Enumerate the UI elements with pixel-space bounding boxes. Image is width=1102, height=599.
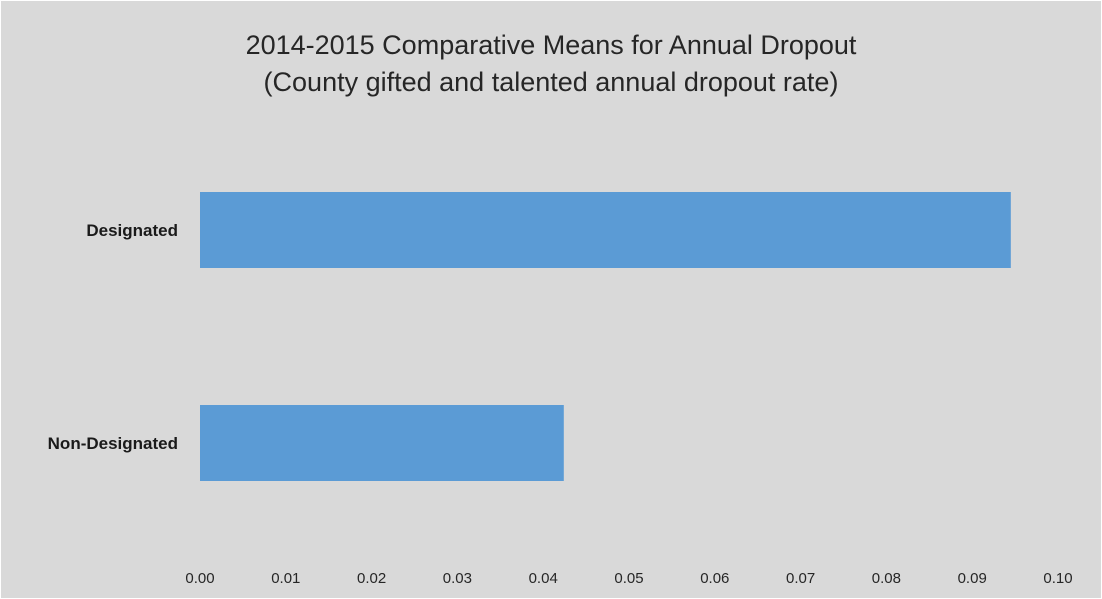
category-label-designated: Designated [86,221,178,240]
x-tick-label: 0.07 [786,570,815,587]
x-tick-label: 0.09 [958,570,987,587]
chart-title-line: 2014-2015 Comparative Means for Annual D… [245,30,857,60]
x-tick-label: 0.08 [872,570,901,587]
x-tick-label: 0.06 [700,570,729,587]
bar-designated [200,192,1011,268]
chart-subtitle-line: (County gifted and talented annual dropo… [263,67,839,97]
x-tick-label: 0.04 [529,570,558,587]
category-label-non-designated: Non-Designated [48,434,178,453]
x-tick-label: 0.02 [357,570,386,587]
x-tick-label: 0.03 [443,570,472,587]
bar-non-designated [200,405,564,481]
x-tick-label: 0.05 [614,570,643,587]
chart-title: 2014-2015 Comparative Means for Annual D… [1,27,1101,101]
x-tick-label: 0.10 [1043,570,1072,587]
x-tick-label: 0.01 [271,570,300,587]
x-tick-label: 0.00 [185,570,214,587]
